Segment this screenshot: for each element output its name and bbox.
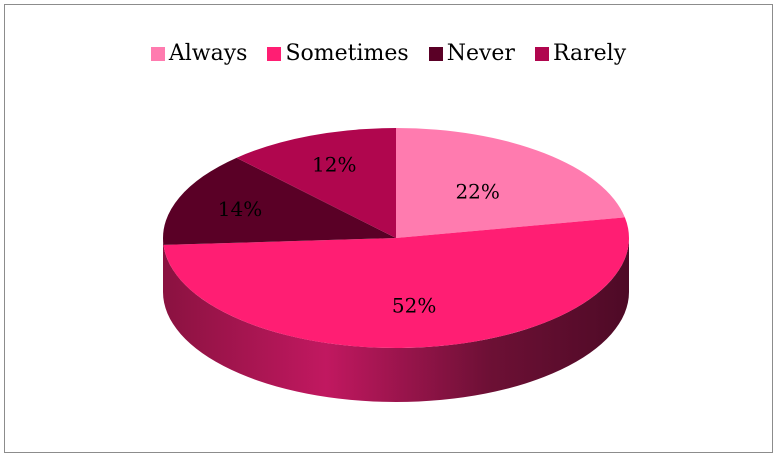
legend: Always Sometimes Never Rarely	[5, 41, 772, 66]
pie-side	[163, 238, 629, 402]
legend-swatch	[150, 46, 165, 61]
pie-slice-sometimes	[163, 217, 629, 348]
pie-slice-rarely	[236, 127, 396, 238]
legend-label: Never	[446, 41, 515, 66]
legend-label: Always	[168, 41, 248, 66]
data-label-never: 14%	[218, 197, 262, 221]
legend-label: Sometimes	[285, 41, 409, 66]
pie-labels: 22% 52% 14% 12%	[218, 152, 500, 317]
legend-item-never: Never	[428, 41, 515, 66]
pie-side-band	[163, 238, 629, 402]
legend-swatch	[534, 46, 549, 61]
legend-item-always: Always	[150, 41, 248, 66]
pie-slice-never	[163, 157, 396, 245]
pie-slice-always	[396, 128, 625, 238]
data-label-sometimes: 52%	[392, 294, 436, 318]
legend-item-sometimes: Sometimes	[267, 41, 409, 66]
legend-item-rarely: Rarely	[534, 41, 627, 66]
pie-slices	[163, 127, 629, 348]
legend-label: Rarely	[552, 41, 627, 66]
legend-swatch	[267, 46, 282, 61]
data-label-always: 22%	[455, 179, 499, 203]
data-label-rarely: 12%	[312, 152, 356, 176]
legend-swatch	[428, 46, 443, 61]
